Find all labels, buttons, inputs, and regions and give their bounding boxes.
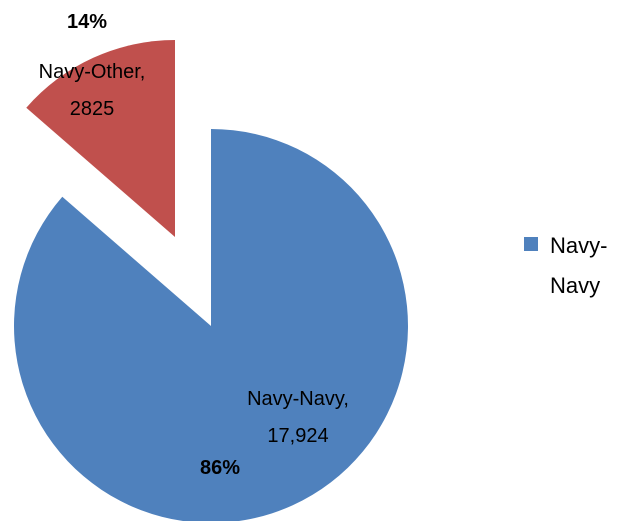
pie-slice-navy-other [26, 39, 175, 237]
data-label-navy-other-category: Navy-Other, [39, 61, 146, 83]
legend-label-navy-navy-line2: Navy [550, 273, 600, 298]
pie-slice-navy-navy [14, 129, 408, 521]
legend: Navy- Navy [524, 233, 607, 298]
data-label-navy-other-value: 2825 [70, 98, 115, 120]
pct-label-navy-navy: 86% [200, 457, 240, 479]
pct-label-navy-other: 14% [67, 11, 107, 33]
legend-swatch-navy-navy [524, 237, 538, 251]
data-label-navy-navy-value: 17,924 [267, 425, 328, 447]
legend-label-navy-navy-line1: Navy- [550, 233, 607, 258]
data-label-navy-navy-category: Navy-Navy, [247, 388, 349, 410]
